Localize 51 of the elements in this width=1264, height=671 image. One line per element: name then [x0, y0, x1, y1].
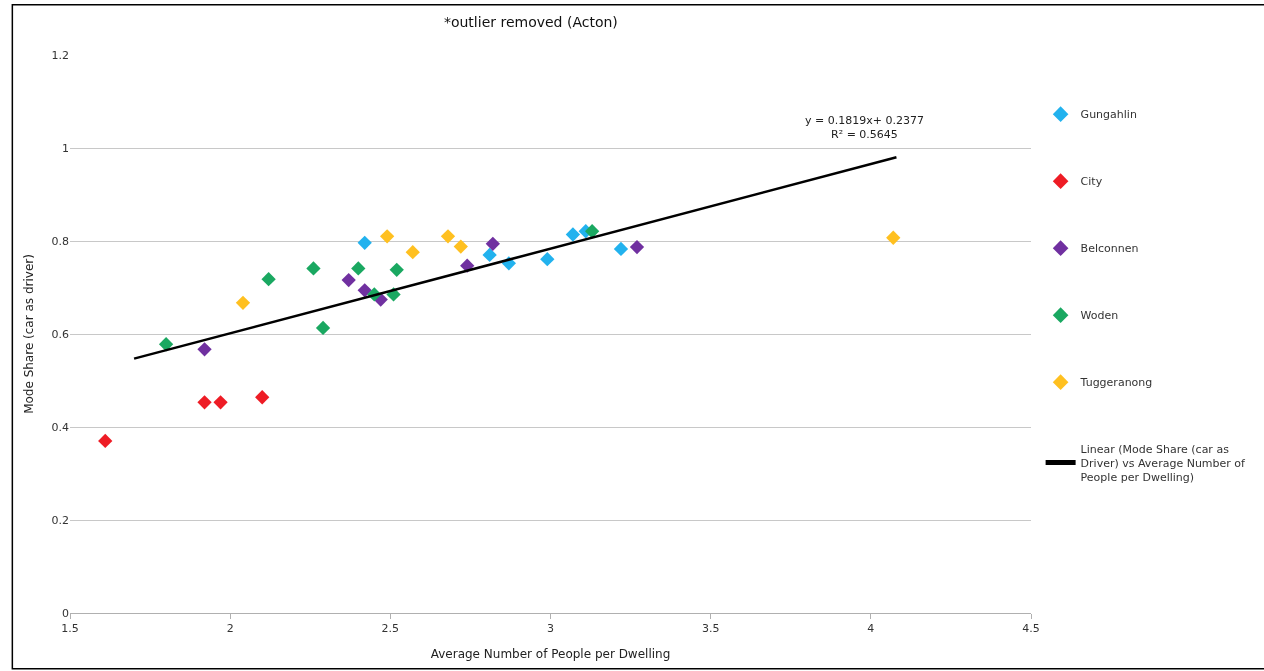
- point: [315, 320, 331, 336]
- point: [341, 272, 356, 288]
- legend-label: Woden: [1080, 309, 1119, 323]
- point: [213, 395, 228, 410]
- legend-label: City: [1080, 175, 1103, 189]
- x-tick-label: 2.5: [381, 622, 400, 636]
- point: [197, 395, 212, 410]
- point: [485, 236, 500, 251]
- x-tick-label: 4.5: [1022, 622, 1040, 636]
- point: [255, 390, 270, 405]
- y-tick-label: 0.8: [51, 234, 69, 248]
- point: [584, 224, 600, 239]
- legend-label: Belconnen: [1080, 242, 1139, 256]
- x-tick-label: 1.5: [61, 622, 79, 636]
- point: [453, 239, 468, 254]
- legend-label: Tuggeranong: [1079, 376, 1153, 390]
- y-tick-label: 1.2: [51, 48, 69, 62]
- point: [482, 247, 497, 263]
- point: [629, 239, 645, 255]
- point: [261, 271, 276, 287]
- point: [357, 283, 372, 298]
- x-tick-label: 4: [867, 622, 875, 636]
- y-axis-title: Mode Share (car as driver): [21, 254, 36, 414]
- x-tick-label: 3: [547, 622, 554, 636]
- legend-label: Gungahlin: [1080, 108, 1137, 122]
- point: [158, 337, 174, 352]
- point: [565, 227, 581, 242]
- legend-label: Linear (Mode Share (car as Driver) vs Average Number of People per Dwelling): [1080, 442, 1247, 485]
- point: [440, 229, 456, 244]
- x-tick-label: 3.5: [701, 622, 720, 636]
- annotation: y = 0.1819x+ 0.2377 R² = 0.5645: [805, 114, 924, 142]
- point: [235, 295, 251, 310]
- point: [886, 230, 901, 245]
- point: [389, 262, 404, 277]
- y-tick-label: 0.2: [51, 513, 69, 527]
- y-tick-label: 0.6: [51, 327, 69, 341]
- point: [351, 261, 366, 276]
- x-tick-label: 2: [226, 622, 234, 636]
- point: [98, 433, 113, 449]
- point: [306, 261, 321, 276]
- point: [540, 251, 555, 267]
- point: [405, 245, 420, 260]
- point: [379, 229, 395, 244]
- y-tick-label: 0.4: [51, 420, 69, 434]
- point: [613, 241, 629, 257]
- x-axis-title: Average Number of People per Dwelling: [430, 647, 671, 662]
- y-tick-label: 0: [62, 606, 69, 620]
- point: [197, 342, 212, 357]
- chart-title: *outlier removed (Acton): [443, 13, 618, 30]
- point: [357, 235, 372, 251]
- y-tick-label: 1: [62, 141, 69, 155]
